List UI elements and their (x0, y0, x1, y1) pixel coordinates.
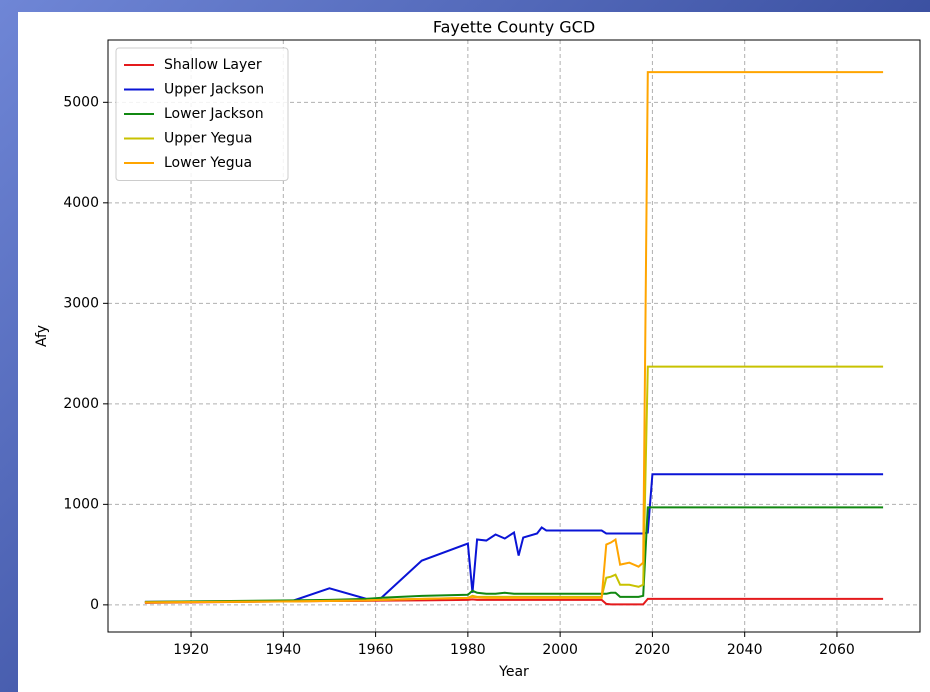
x-tick-label: 2040 (727, 642, 763, 658)
x-tick-label: 2000 (542, 642, 578, 658)
y-tick-label: 4000 (63, 195, 99, 211)
y-tick-label: 1000 (63, 496, 99, 512)
line-series (144, 71, 884, 604)
x-tick-label: 2020 (635, 642, 671, 658)
y-tick-label: 5000 (63, 94, 99, 110)
line-series (144, 597, 884, 606)
y-axis-label: Afy (34, 325, 50, 347)
line-series (144, 473, 884, 603)
line-series (144, 506, 884, 603)
legend-label: Lower Jackson (164, 106, 264, 122)
x-tick-label: 2060 (819, 642, 855, 658)
x-axis-label: Year (498, 664, 529, 680)
chart-title: Fayette County GCD (433, 18, 595, 37)
legend-label: Lower Yegua (164, 155, 252, 171)
y-tick-label: 2000 (63, 396, 99, 412)
x-tick-label: 1980 (450, 642, 486, 658)
x-tick-label: 1940 (265, 642, 301, 658)
legend-label: Upper Jackson (164, 82, 264, 98)
legend-label: Upper Yegua (164, 131, 252, 147)
y-tick-label: 3000 (63, 295, 99, 311)
y-tick-label: 0 (90, 597, 99, 613)
x-tick-label: 1960 (358, 642, 394, 658)
x-tick-label: 1920 (173, 642, 209, 658)
legend-box (115, 47, 289, 181)
legend-label: Shallow Layer (164, 57, 262, 73)
axes-frame (107, 39, 921, 633)
